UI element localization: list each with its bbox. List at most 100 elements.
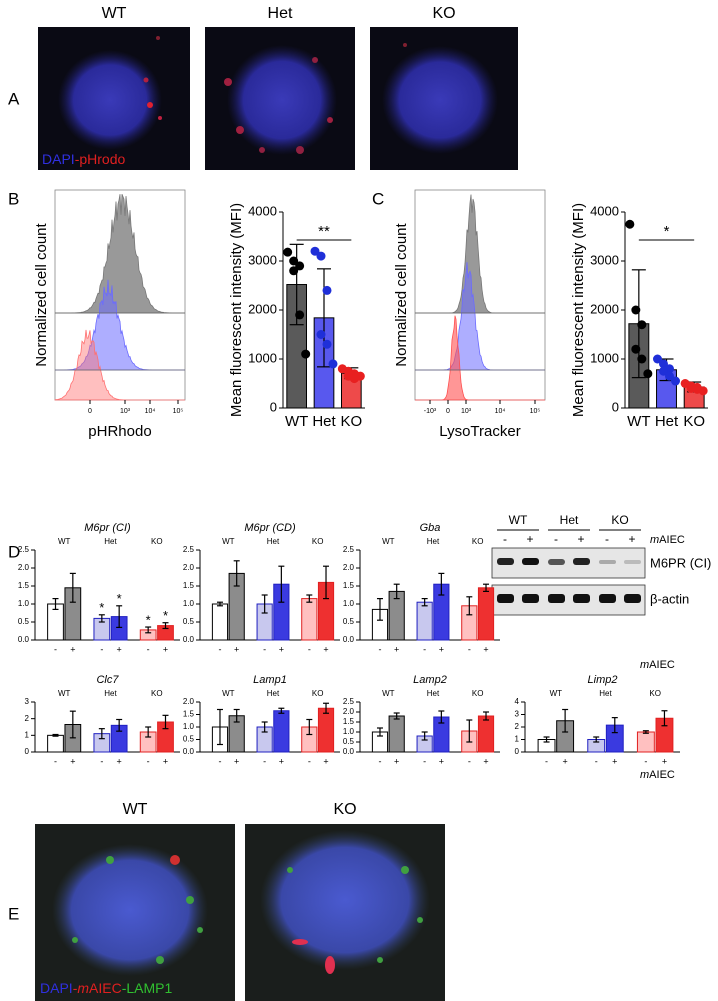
group-label: Het <box>104 537 117 546</box>
x-tick-label: - <box>263 644 266 654</box>
group-label: Het <box>427 689 440 698</box>
error-bar <box>216 708 223 746</box>
x-tick-label: + <box>323 756 328 766</box>
blot-group: WT <box>509 513 528 527</box>
error-bar <box>483 711 490 721</box>
x-tick-label: - <box>468 756 471 766</box>
stain-text: -pHrodo <box>75 151 126 167</box>
y-tick-label: 4 <box>515 697 520 706</box>
histogram-tick-label: 10⁴ <box>145 408 156 415</box>
error-bar <box>438 710 445 724</box>
blot-treatments: - + - + - + <box>503 532 636 546</box>
x-tick-label: + <box>562 756 567 766</box>
x-axis-label: mAIEC <box>640 769 675 781</box>
error-bar <box>162 622 169 630</box>
data-point <box>698 386 708 396</box>
x-tick-label: - <box>423 644 426 654</box>
y-tick-label: 3 <box>25 697 30 706</box>
blot-group: Het <box>560 513 579 527</box>
x-tick-label: KO <box>683 413 705 430</box>
x-tick-label: - <box>378 756 381 766</box>
error-bar <box>642 730 649 734</box>
group-label: KO <box>649 689 661 698</box>
data-point <box>643 369 653 379</box>
data-point <box>295 261 305 271</box>
blot-treatment: - <box>605 532 609 546</box>
x-tick-label: + <box>323 644 328 654</box>
y-tick-label: 1.0 <box>343 727 355 736</box>
blot-treatment: - <box>554 532 558 546</box>
y-tick-label: 2 <box>515 722 520 731</box>
y-tick-label: 0.5 <box>183 735 195 744</box>
error-bar <box>438 572 445 596</box>
histogram <box>415 194 545 314</box>
y-tick-label: 1.5 <box>183 581 195 590</box>
error-bar <box>233 708 240 723</box>
y-tick-label: 1 <box>515 735 520 744</box>
data-point <box>310 246 320 256</box>
data-point <box>283 247 293 257</box>
y-tick-label: 2000 <box>590 301 619 316</box>
label-part: m <box>640 769 649 781</box>
x-tick-label: + <box>163 644 168 654</box>
bar <box>211 603 229 641</box>
error-bar <box>216 601 223 607</box>
x-tick-label: + <box>234 756 239 766</box>
y-tick-label: 1.5 <box>183 710 195 719</box>
bar <box>301 598 318 641</box>
x-axis-label: LysoTracker <box>439 423 520 440</box>
image-title: WT <box>102 5 127 22</box>
x-tick-label: + <box>70 756 75 766</box>
x-tick-label: - <box>423 756 426 766</box>
x-tick-label: + <box>483 756 488 766</box>
x-tick-label: + <box>279 644 284 654</box>
y-tick-label: 1.5 <box>343 717 355 726</box>
histogram-tick-label: 10³ <box>120 408 131 415</box>
error-bar <box>69 710 76 739</box>
group-label: Het <box>427 537 440 546</box>
histogram-tick-label: 10⁴ <box>495 408 506 415</box>
data-point <box>322 339 332 349</box>
group-label: KO <box>472 689 484 698</box>
error-bar <box>261 594 268 614</box>
error-bar <box>421 731 428 741</box>
y-tick-label: 1.0 <box>343 599 355 608</box>
micrograph <box>38 27 190 170</box>
x-tick-label: - <box>54 756 57 766</box>
x-tick-label: + <box>70 644 75 654</box>
y-axis-label: Mean fluorescent intensity (MFI) <box>228 203 245 417</box>
error-bar <box>278 565 285 603</box>
label-part: m <box>640 659 649 671</box>
y-tick-label: 2.5 <box>343 697 355 706</box>
x-axis-label: mAIEC <box>640 659 675 671</box>
stain-text: - <box>73 980 78 996</box>
error-bar <box>261 721 268 733</box>
data-point <box>659 359 668 369</box>
x-tick-label: + <box>279 756 284 766</box>
image-title: WT <box>123 801 148 818</box>
significance-label: ** <box>318 223 330 240</box>
error-bar <box>376 727 383 737</box>
error-bar <box>145 726 152 738</box>
error-bar <box>376 597 383 621</box>
significance-label: * <box>99 600 104 615</box>
histogram-tick-label: 10⁵ <box>530 408 541 415</box>
blot-treatment: + <box>628 532 635 546</box>
x-tick-label: - <box>468 644 471 654</box>
data-point <box>316 251 326 261</box>
data-point <box>295 310 305 320</box>
y-tick-label: 2000 <box>248 301 277 316</box>
data-point <box>653 354 662 364</box>
y-tick-label: 1.0 <box>18 599 30 608</box>
group-label: KO <box>472 537 484 546</box>
stain-text: AIEC <box>89 980 122 996</box>
data-point <box>355 371 365 381</box>
data-point <box>322 285 332 295</box>
error-bar <box>162 714 169 730</box>
error-bar <box>323 702 330 714</box>
error-bar <box>98 728 105 740</box>
x-tick-label: + <box>117 644 122 654</box>
stain-legend: DAPI-pHrodo <box>42 151 125 167</box>
panel-letter: A <box>8 89 20 108</box>
